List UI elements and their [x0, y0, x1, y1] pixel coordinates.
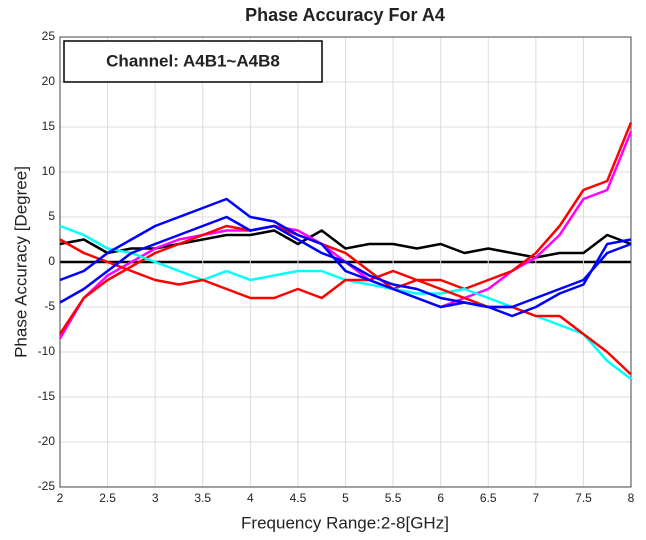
- y-tick-label: 15: [42, 119, 56, 133]
- data-line: [58, 122, 633, 335]
- y-tick-label: 10: [42, 164, 56, 178]
- y-tick-label: 20: [42, 74, 56, 88]
- y-tick-label: -5: [44, 299, 55, 313]
- y-tick-label: -25: [38, 479, 56, 493]
- data-line: [59, 238, 632, 376]
- x-tick-label: 7: [532, 491, 539, 505]
- y-tick-label: -20: [38, 434, 56, 448]
- annotation: Channel: A4B1~A4B8: [106, 51, 280, 70]
- x-tick-label: 6.5: [480, 491, 497, 505]
- x-tick-label: 5.5: [385, 491, 402, 505]
- y-tick-label: 0: [48, 254, 55, 268]
- chart-title: Phase Accuracy For A4: [245, 5, 445, 25]
- x-tick-label: 2: [57, 491, 64, 505]
- y-tick-label: 5: [48, 209, 55, 223]
- plot-frame: [59, 36, 632, 488]
- x-tick-label: 5: [342, 491, 349, 505]
- x-tick-label: 7.5: [575, 491, 592, 505]
- x-tick-label: 4.5: [290, 491, 307, 505]
- x-tick-label: 2.5: [99, 491, 116, 505]
- y-tick-label: -15: [38, 389, 56, 403]
- annotation-box: [63, 40, 323, 83]
- data-line: [59, 215, 632, 309]
- x-tick-label: 6: [437, 491, 444, 505]
- data-line: [59, 197, 632, 318]
- y-tick-label: -10: [38, 344, 56, 358]
- x-axis-label: Frequency Range:2-8[GHz]: [241, 513, 449, 532]
- x-tick-label: 8: [628, 491, 635, 505]
- y-tick-label: 25: [42, 29, 56, 43]
- y-axis-label: Phase Accuracy [Degree]: [11, 166, 30, 358]
- x-tick-label: 4: [247, 491, 254, 505]
- x-tick-label: 3: [152, 491, 159, 505]
- x-tick-label: 3.5: [194, 491, 211, 505]
